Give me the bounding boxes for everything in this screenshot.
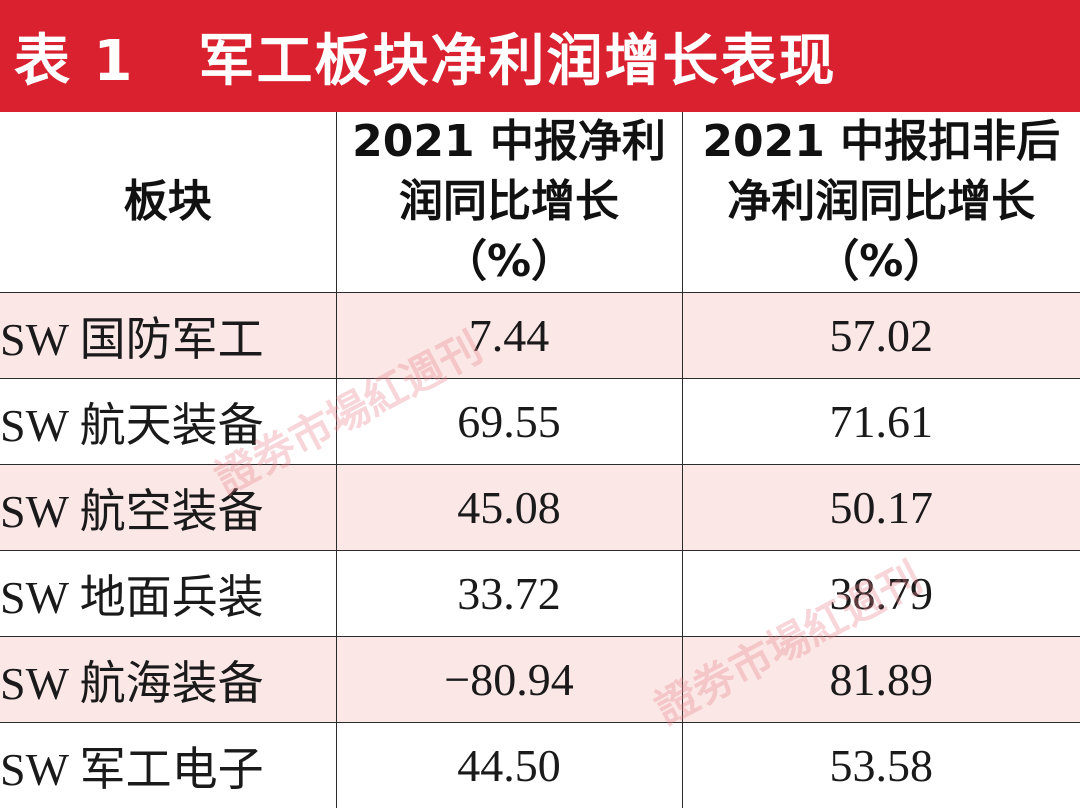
table-row: SW 国防军工 7.44 57.02 [0, 292, 1080, 379]
sector-name: SW 国防军工 [0, 292, 337, 379]
table-row: SW 航空装备 45.08 50.17 [0, 464, 1080, 551]
table-number-label: 表 1 [14, 28, 135, 94]
table-row: SW 航海装备 −80.94 81.89 [0, 636, 1080, 723]
header-line: 板块 [123, 176, 212, 227]
net-profit-growth-value: 44.50 [335, 722, 683, 808]
deducted-growth-value: 38.79 [681, 550, 1080, 637]
table-row: SW 航天装备 69.55 71.61 [0, 378, 1080, 465]
sector-name: SW 航空装备 [0, 464, 337, 551]
net-profit-growth-value: 69.55 [335, 378, 683, 465]
header-net-profit-growth: 2021 中报净利 润同比增长 （%） [335, 112, 683, 293]
header-sector: 板块 [0, 112, 337, 293]
deducted-growth-value: 81.89 [681, 636, 1080, 723]
deducted-growth-value: 50.17 [681, 464, 1080, 551]
deducted-growth-value: 57.02 [681, 292, 1080, 379]
deducted-growth-value: 53.58 [681, 722, 1080, 808]
table-title: 军工板块净利润增长表现 [198, 28, 837, 94]
table-row: SW 地面兵装 33.72 38.79 [0, 550, 1080, 637]
header-line: （%） [815, 236, 948, 287]
net-profit-growth-value: 7.44 [335, 292, 683, 379]
table-row: SW 军工电子 44.50 53.58 [0, 722, 1080, 808]
net-profit-growth-value: 33.72 [335, 550, 683, 637]
header-row: 板块 2021 中报净利 润同比增长 （%） 2021 中报扣非后 净利润同比增… [0, 112, 1080, 293]
sector-name: SW 航天装备 [0, 378, 337, 465]
header-line: 2021 中报扣非后 [702, 116, 1061, 167]
header-line: 润同比增长 [399, 176, 619, 227]
title-bar: 表 1 军工板块净利润增长表现 [0, 0, 1080, 112]
header-deducted-net-profit-growth: 2021 中报扣非后 净利润同比增长 （%） [681, 112, 1080, 293]
deducted-growth-value: 71.61 [681, 378, 1080, 465]
sector-name: SW 地面兵装 [0, 550, 337, 637]
sector-name: SW 航海装备 [0, 636, 337, 723]
net-profit-growth-value: 45.08 [335, 464, 683, 551]
header-line: （%） [442, 236, 576, 287]
header-line: 2021 中报净利 [352, 116, 666, 167]
sector-name: SW 军工电子 [0, 722, 337, 808]
data-table: 板块 2021 中报净利 润同比增长 （%） 2021 中报扣非后 净利润同比增… [0, 112, 1080, 808]
net-profit-growth-value: −80.94 [335, 636, 683, 723]
header-line: 净利润同比增长 [727, 176, 1036, 227]
